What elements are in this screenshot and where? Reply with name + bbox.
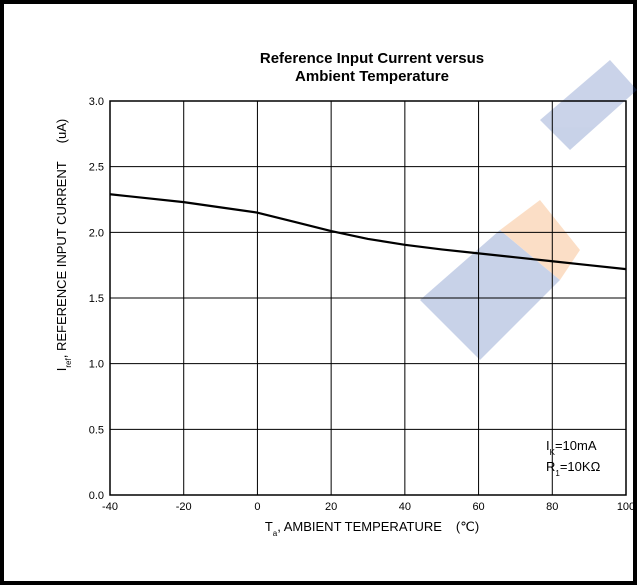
y-axis-label-part: ref	[64, 358, 73, 368]
annotation-part: =10mA	[555, 438, 597, 453]
y-axis-label: Iref, REFERENCE INPUT CURRENT (uA)	[54, 119, 73, 371]
x-axis-label-part: T	[265, 519, 273, 534]
chart-title: Reference Input Current versus	[260, 50, 484, 67]
annotation: R1=10KΩ	[546, 459, 601, 478]
y-tick-label: 1.0	[89, 359, 104, 371]
x-tick-label: 20	[325, 501, 337, 513]
annotation-part: R	[546, 459, 555, 474]
x-tick-label: 40	[399, 501, 411, 513]
y-tick-label: 2.0	[89, 227, 104, 239]
x-axis-label-part: , AMBIENT TEMPERATURE	[277, 519, 442, 534]
y-axis-label-part: , REFERENCE INPUT CURRENT	[54, 161, 69, 358]
annotation-part: =10KΩ	[560, 459, 601, 474]
x-tick-label: -40	[102, 501, 118, 513]
x-tick-label: 60	[472, 501, 484, 513]
annotation-part: 1	[555, 469, 560, 478]
x-axis-label-part: a	[273, 529, 278, 538]
x-axis-label-part: (℃)	[456, 519, 479, 534]
watermark	[420, 60, 637, 360]
watermark-shape	[540, 60, 637, 150]
annotation-part: K	[550, 448, 556, 457]
data-line	[109, 193, 627, 271]
x-tick-label: -20	[176, 501, 192, 513]
x-axis-label: Ta, AMBIENT TEMPERATURE (℃)	[265, 519, 479, 538]
y-axis-label-part: (uA)	[54, 119, 69, 144]
y-axis-label-part: I	[54, 368, 69, 372]
annotation: IK=10mA	[546, 438, 597, 457]
y-tick-label: 1.5	[89, 293, 104, 305]
x-tick-label: 80	[546, 501, 558, 513]
chart-title: Ambient Temperature	[295, 68, 449, 85]
x-tick-label: 100	[617, 501, 635, 513]
y-tick-label: 3.0	[89, 96, 104, 108]
watermark-shape	[500, 200, 580, 280]
y-tick-label: 0.0	[89, 490, 104, 502]
watermark-shape	[420, 230, 560, 360]
plot-border	[109, 100, 627, 496]
y-tick-label: 2.5	[89, 162, 104, 174]
x-tick-label: 0	[254, 501, 260, 513]
annotation-part: I	[546, 438, 550, 453]
y-tick-label: 0.5	[89, 424, 104, 436]
